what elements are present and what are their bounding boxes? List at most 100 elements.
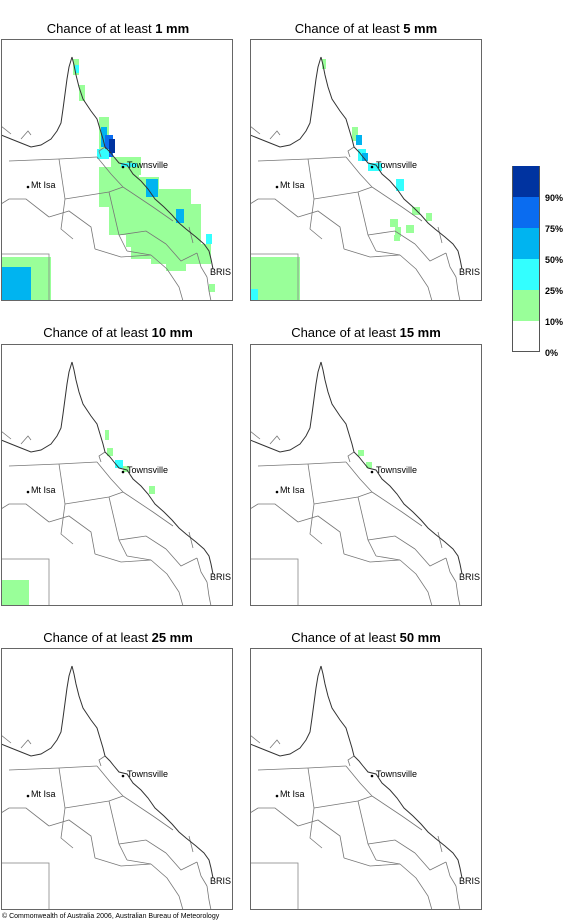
coastline <box>71 361 214 575</box>
district-boundary <box>371 186 423 222</box>
district-boundary <box>313 186 373 200</box>
legend-label-50: 50% <box>545 255 564 265</box>
district-boundary <box>445 252 457 278</box>
map-border <box>1 648 233 910</box>
place-marker <box>121 470 125 474</box>
district-boundary <box>1 807 50 827</box>
district-boundary <box>60 807 74 849</box>
place-label-bris: BRIS <box>459 572 480 582</box>
district-boundary <box>196 861 208 887</box>
district-boundary <box>250 430 261 440</box>
map-border <box>1 344 233 606</box>
district-boundary <box>343 248 401 258</box>
district-boundary <box>48 210 96 250</box>
probability-cell <box>390 219 398 227</box>
probability-cell <box>394 235 400 241</box>
district-boundary <box>8 765 98 771</box>
district-boundary <box>399 254 433 301</box>
legend-label-10: 10% <box>545 317 564 327</box>
probability-cell <box>322 59 326 69</box>
district-boundary <box>60 503 74 545</box>
place-label-mt-isa: Mt Isa <box>280 789 305 799</box>
district-boundary <box>165 852 198 871</box>
district-boundary <box>445 557 457 583</box>
inset-box <box>250 862 299 910</box>
probability-cell <box>368 163 382 171</box>
map-panel-5mm: Townsville Mt Isa BRIS <box>250 39 482 301</box>
district-boundary <box>98 755 106 767</box>
district-boundary <box>375 555 401 561</box>
district-boundary <box>250 734 261 744</box>
district-boundary <box>98 146 106 158</box>
place-marker <box>275 794 279 798</box>
district-boundary <box>343 553 401 563</box>
place-label-townsville: Townsville <box>376 465 417 475</box>
probability-cell <box>1 589 13 606</box>
district-boundary <box>257 156 347 162</box>
district-boundary <box>309 198 323 240</box>
coastline <box>1 56 73 148</box>
map-panel-15mm: Townsville Mt Isa BRIS <box>250 344 482 606</box>
district-boundary <box>399 863 433 910</box>
district-boundary <box>48 515 96 555</box>
inset-box <box>250 558 299 606</box>
district-boundary <box>309 807 323 849</box>
place-marker <box>121 774 125 778</box>
map-svg: Townsville Mt Isa BRIS <box>250 344 482 606</box>
district-boundary <box>118 839 167 854</box>
district-boundary <box>126 555 152 561</box>
district-boundary <box>8 461 98 467</box>
district-boundary <box>58 767 66 809</box>
place-marker <box>121 165 125 169</box>
panel-title-25mm: Chance of at least 25 mm <box>43 630 193 645</box>
place-label-mt-isa: Mt Isa <box>31 789 56 799</box>
district-boundary <box>96 461 124 493</box>
district-boundary <box>94 553 152 563</box>
district-boundary <box>196 252 208 278</box>
probability-cell <box>109 139 115 153</box>
district-boundary <box>297 210 345 250</box>
legend-label-90: 90% <box>545 193 564 203</box>
panel-title-50mm: Chance of at least 50 mm <box>291 630 441 645</box>
district-boundary <box>206 581 212 606</box>
legend-swatch-10 <box>512 290 540 321</box>
map-panel-10mm: Townsville Mt Isa BRIS <box>1 344 233 606</box>
place-label-bris: BRIS <box>459 876 480 886</box>
map-svg: Townsville Mt Isa BRIS <box>250 39 482 301</box>
district-boundary <box>250 807 299 827</box>
inset-box <box>1 253 50 301</box>
place-marker <box>370 470 374 474</box>
district-boundary <box>165 548 198 567</box>
district-boundary <box>94 857 152 867</box>
district-boundary <box>20 130 32 140</box>
place-marker <box>26 794 30 798</box>
district-boundary <box>371 491 423 527</box>
inset-box <box>1 558 50 606</box>
probability-cell <box>75 65 79 73</box>
district-boundary <box>150 863 184 910</box>
district-boundary <box>345 156 373 188</box>
district-boundary <box>96 765 124 797</box>
probability-cell <box>412 207 420 215</box>
probability-cell <box>115 460 123 468</box>
district-boundary <box>122 795 174 831</box>
district-boundary <box>367 230 416 245</box>
place-label-bris: BRIS <box>210 267 231 277</box>
district-boundary <box>188 226 194 244</box>
probability-cell <box>358 450 364 456</box>
district-boundary <box>414 548 447 567</box>
district-boundary <box>455 885 461 910</box>
panel-title-1mm: Chance of at least 1 mm <box>46 21 190 36</box>
place-marker <box>275 185 279 189</box>
district-boundary <box>399 559 433 606</box>
map-svg: Townsville Mt Isa BRIS <box>1 39 233 301</box>
district-boundary <box>437 531 443 549</box>
district-boundary <box>367 839 416 854</box>
district-boundary <box>269 739 281 749</box>
probability-cell <box>166 259 186 271</box>
district-boundary <box>414 852 447 871</box>
district-boundary <box>122 186 174 222</box>
district-boundary <box>455 276 461 301</box>
place-label-bris: BRIS <box>459 267 480 277</box>
place-label-bris: BRIS <box>210 572 231 582</box>
